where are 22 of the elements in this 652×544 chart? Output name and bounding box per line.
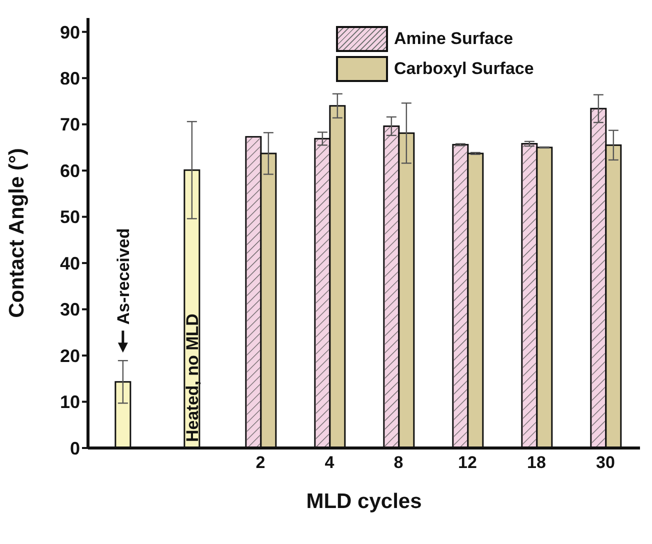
y-tick-label: 80	[60, 68, 80, 88]
y-tick-label: 50	[60, 207, 80, 228]
annotation: Heated, no MLD	[182, 314, 202, 442]
y-axis-title: Contact Angle (°)	[5, 148, 28, 318]
x-tick-label: 4	[324, 453, 335, 472]
x-tick-label: 18	[527, 453, 546, 472]
y-tick-label: 70	[60, 114, 80, 135]
legend-label: Carboxyl Surface	[394, 59, 534, 79]
y-tick-label: 90	[60, 22, 80, 42]
y-tick-label: 30	[60, 300, 80, 320]
y-tick-label: 0	[70, 438, 80, 458]
y-tick-label: 40	[60, 253, 80, 274]
x-tick-label: 30	[596, 453, 615, 472]
x-tick-label: 2	[256, 453, 266, 472]
y-tick-label: 20	[60, 346, 80, 366]
annotation: As-received	[114, 228, 133, 325]
y-tick-label: 10	[60, 392, 80, 412]
x-tick-label: 12	[458, 453, 477, 472]
x-axis-title: MLD cycles	[306, 490, 422, 513]
y-tick-label: 60	[60, 160, 80, 181]
x-tick-label: 8	[394, 453, 404, 472]
legend-label: Amine Surface	[394, 29, 514, 49]
